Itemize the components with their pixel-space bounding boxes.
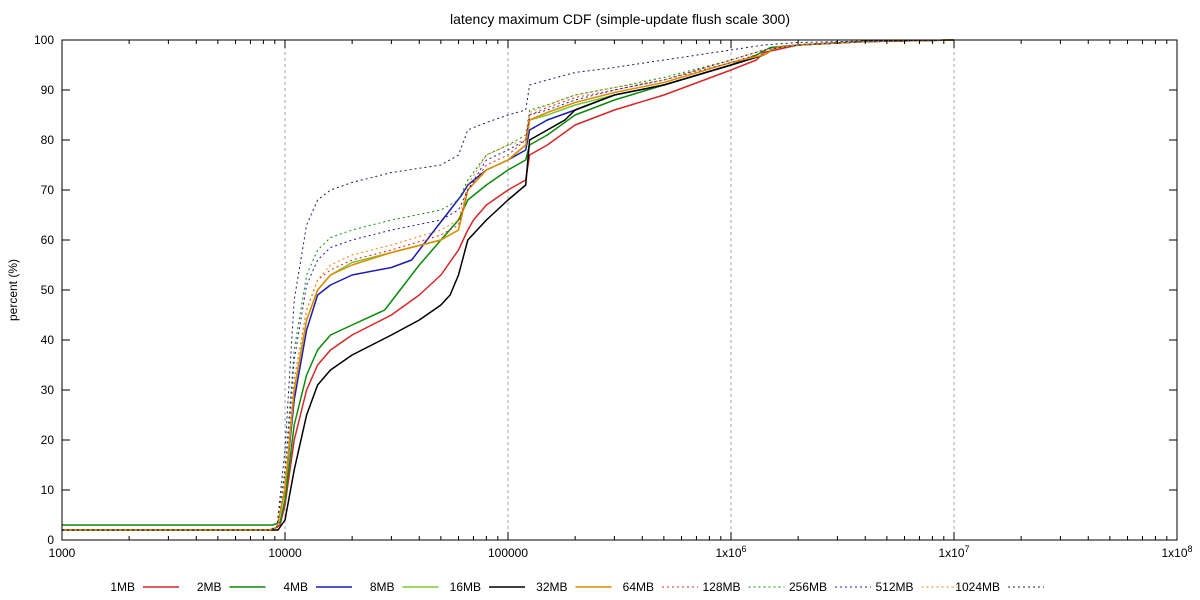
series-lines [62, 39, 955, 531]
y-tick-label: 10 [41, 483, 55, 497]
x-tick-label: 10000 [268, 546, 302, 560]
series-line-128MB [62, 39, 955, 531]
y-tick-label: 0 [47, 533, 54, 547]
series-line-512MB [62, 39, 955, 531]
y-axis-label: percent (%) [6, 259, 20, 321]
chart-title: latency maximum CDF (simple-update flush… [450, 11, 790, 27]
x-tick-label: 1000 [49, 546, 76, 560]
y-tick-label: 50 [41, 283, 55, 297]
x-tick-exponent: 8 [1188, 544, 1193, 554]
legend-label: 32MB [536, 580, 567, 594]
y-tick-label: 30 [41, 383, 55, 397]
x-tick-label: 1x106 [715, 544, 746, 560]
legend: 1MB 2MB 4MB 8MB 16MB 32MB 64MB 128MB 256MB 512MB 1… [110, 580, 1044, 594]
legend-label: 64MB [623, 580, 654, 594]
y-tick-label: 90 [41, 83, 55, 97]
y-tick-label: 40 [41, 333, 55, 347]
y-tick-label: 100 [34, 33, 54, 47]
series-line-32MB [62, 39, 955, 531]
legend-label: 256MB [789, 580, 827, 594]
x-tick-exponent: 6 [742, 544, 747, 554]
legend-label: 4MB [283, 580, 308, 594]
series-line-1MB [62, 39, 955, 531]
x-tick-label: 1x107 [938, 544, 969, 560]
legend-label: 512MB [875, 580, 913, 594]
legend-label: 16MB [450, 580, 481, 594]
series-line-1024MB [62, 39, 955, 531]
grid-lines [284, 40, 955, 540]
y-tick-label: 60 [41, 233, 55, 247]
y-tick-label: 20 [41, 433, 55, 447]
legend-label: 128MB [702, 580, 740, 594]
y-tick-label: 70 [41, 183, 55, 197]
x-tick-label: 100000 [488, 546, 528, 560]
legend-label: 1MB [110, 580, 135, 594]
legend-label: 2MB [197, 580, 222, 594]
series-line-16MB [62, 39, 955, 531]
series-line-256MB [62, 39, 955, 531]
y-tick-label: 80 [41, 133, 55, 147]
x-tick-exponent: 7 [965, 544, 970, 554]
x-tick-label: 1x108 [1161, 544, 1192, 560]
legend-label: 1024MB [955, 580, 1000, 594]
plot-frame [61, 39, 1178, 541]
axes: 1000 10000 100000 1x106 1x107 1x108 0 10 20 30 40 5… [34, 33, 1193, 560]
legend-label: 8MB [370, 580, 395, 594]
